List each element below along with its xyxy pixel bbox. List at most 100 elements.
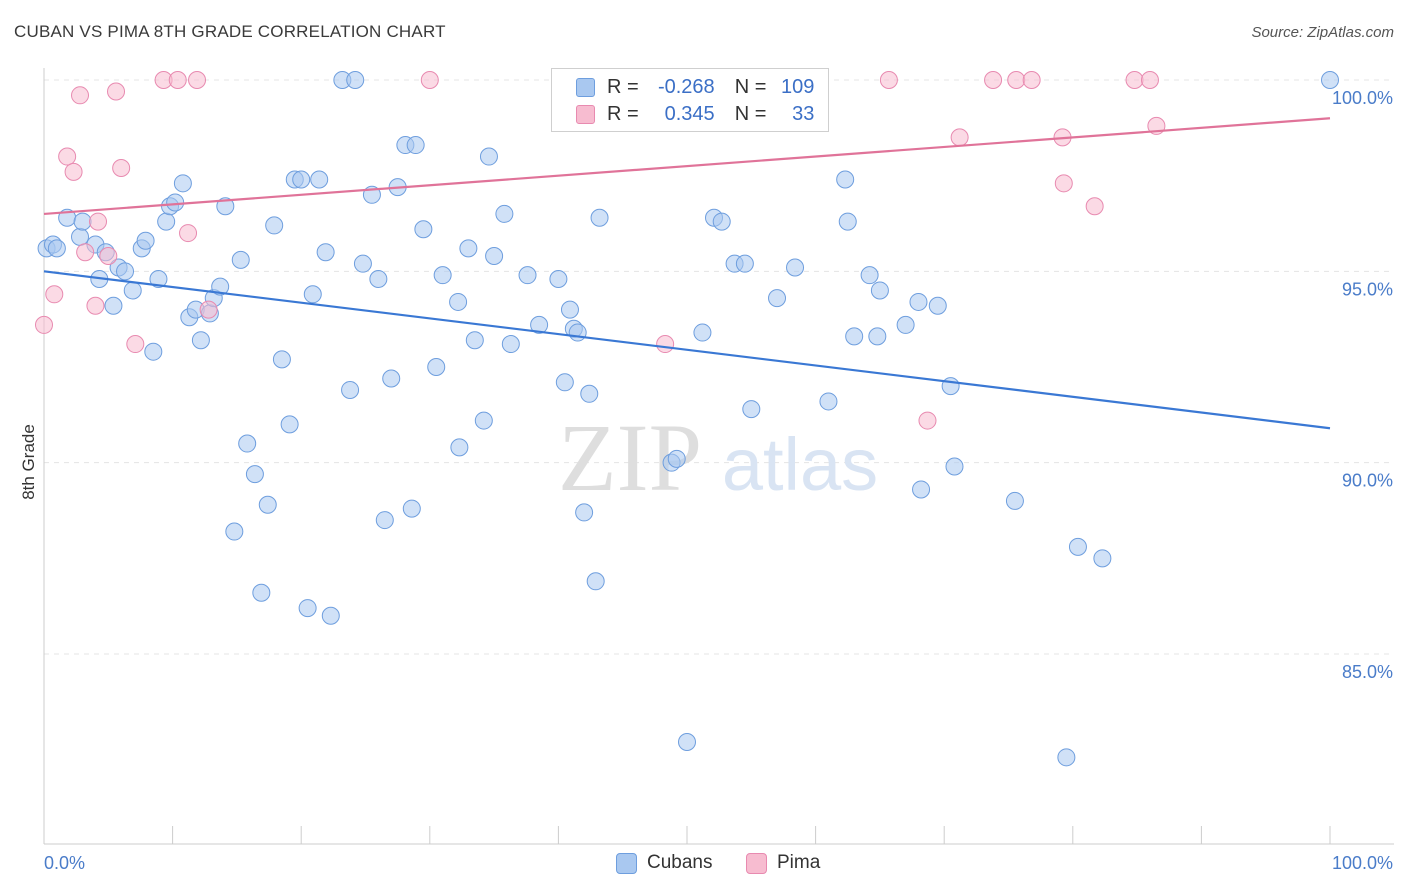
data-point bbox=[879, 71, 898, 89]
watermark: ZIP atlas bbox=[558, 404, 878, 511]
data-point bbox=[149, 269, 168, 288]
data-point bbox=[225, 522, 244, 541]
data-point bbox=[126, 335, 145, 354]
data-point bbox=[353, 254, 372, 273]
y-tick-label: 90.0% bbox=[1342, 471, 1393, 491]
legend-n-label: N = bbox=[734, 75, 767, 98]
data-point bbox=[1005, 491, 1024, 510]
data-point bbox=[89, 212, 108, 231]
bottom-legend-label-pima: Pima bbox=[777, 852, 821, 873]
data-point bbox=[47, 239, 66, 258]
data-point bbox=[786, 258, 805, 277]
data-point bbox=[375, 511, 394, 530]
data-point bbox=[450, 438, 469, 457]
data-point bbox=[667, 449, 686, 468]
data-point bbox=[316, 243, 335, 262]
data-point bbox=[984, 71, 1003, 89]
data-point bbox=[1125, 71, 1144, 89]
data-point bbox=[216, 197, 235, 216]
legend-r-label: R = bbox=[607, 102, 639, 125]
bottom-legend-pima[interactable]: Pima bbox=[746, 852, 820, 874]
data-point bbox=[346, 71, 365, 89]
y-tick-label: 95.0% bbox=[1342, 279, 1393, 299]
data-point bbox=[530, 315, 549, 334]
data-point bbox=[73, 212, 92, 231]
data-point bbox=[656, 335, 675, 354]
data-point bbox=[549, 269, 568, 288]
data-point bbox=[586, 572, 605, 591]
data-point bbox=[420, 71, 439, 89]
data-point bbox=[166, 193, 185, 212]
data-point bbox=[1022, 71, 1041, 89]
legend-n-value-pima: 33 bbox=[792, 102, 815, 125]
data-point bbox=[1068, 537, 1087, 556]
data-point bbox=[382, 369, 401, 388]
data-point bbox=[449, 292, 468, 311]
data-point bbox=[501, 335, 520, 354]
data-point bbox=[896, 315, 915, 334]
data-point bbox=[238, 434, 257, 453]
watermark-atlas: atlas bbox=[722, 423, 878, 506]
legend-n-value-cubans: 109 bbox=[781, 75, 815, 98]
data-point bbox=[258, 495, 277, 514]
axes bbox=[43, 68, 1394, 845]
data-point bbox=[518, 266, 537, 285]
bottom-legend-swatch-pima bbox=[746, 852, 767, 874]
data-point bbox=[950, 128, 969, 147]
data-point bbox=[199, 300, 218, 319]
data-point bbox=[104, 296, 123, 315]
data-point bbox=[580, 384, 599, 403]
data-point bbox=[819, 392, 838, 411]
gridlines bbox=[44, 79, 1394, 655]
data-point bbox=[735, 254, 754, 273]
legend: R = -0.268 N = 109 R = 0.345 N = 33 bbox=[551, 68, 829, 132]
legend-swatch-pima bbox=[576, 104, 595, 124]
data-point bbox=[292, 170, 311, 189]
data-point bbox=[144, 342, 163, 361]
data-point bbox=[575, 503, 594, 522]
data-point bbox=[231, 250, 250, 269]
data-point bbox=[272, 350, 291, 369]
data-point bbox=[868, 327, 887, 346]
data-point bbox=[479, 147, 498, 166]
legend-row-cubans: R = -0.268 N = 109 bbox=[576, 74, 814, 100]
data-point bbox=[909, 292, 928, 311]
y-tick-label: 100.0% bbox=[1332, 88, 1393, 108]
data-point bbox=[280, 415, 299, 434]
data-point bbox=[45, 285, 64, 304]
data-point bbox=[693, 323, 712, 342]
data-point bbox=[1321, 71, 1339, 89]
data-point bbox=[369, 269, 388, 288]
data-point bbox=[136, 231, 155, 250]
bottom-legend-swatch-cubans bbox=[616, 852, 637, 874]
data-point bbox=[298, 599, 317, 618]
legend-swatch-cubans bbox=[576, 77, 595, 97]
data-point bbox=[157, 212, 176, 231]
data-point bbox=[1057, 748, 1076, 767]
data-point bbox=[912, 480, 931, 499]
data-point bbox=[245, 465, 264, 484]
data-point bbox=[414, 220, 433, 239]
data-point bbox=[560, 300, 579, 319]
series-cubans bbox=[37, 71, 1339, 767]
data-point bbox=[678, 733, 696, 752]
data-point bbox=[191, 331, 210, 350]
data-point bbox=[427, 358, 446, 376]
data-point bbox=[1085, 197, 1104, 216]
legend-row-pima: R = 0.345 N = 33 bbox=[576, 101, 814, 127]
data-point bbox=[71, 227, 90, 246]
bottom-legend: Cubans Pima bbox=[0, 852, 1406, 878]
bottom-legend-cubans[interactable]: Cubans bbox=[616, 852, 713, 874]
data-point bbox=[1054, 174, 1073, 193]
data-point bbox=[459, 239, 478, 258]
x-tick-label: 100.0% bbox=[1332, 853, 1393, 873]
data-point bbox=[555, 373, 574, 392]
data-point bbox=[495, 204, 514, 223]
data-point bbox=[768, 289, 787, 308]
data-point bbox=[179, 224, 198, 243]
source-label: Source: ZipAtlas.com bbox=[1251, 24, 1394, 41]
data-point bbox=[265, 216, 284, 235]
data-point bbox=[211, 277, 230, 296]
chart-title: CUBAN VS PIMA 8TH GRADE CORRELATION CHAR… bbox=[14, 22, 446, 41]
data-point bbox=[928, 296, 947, 315]
